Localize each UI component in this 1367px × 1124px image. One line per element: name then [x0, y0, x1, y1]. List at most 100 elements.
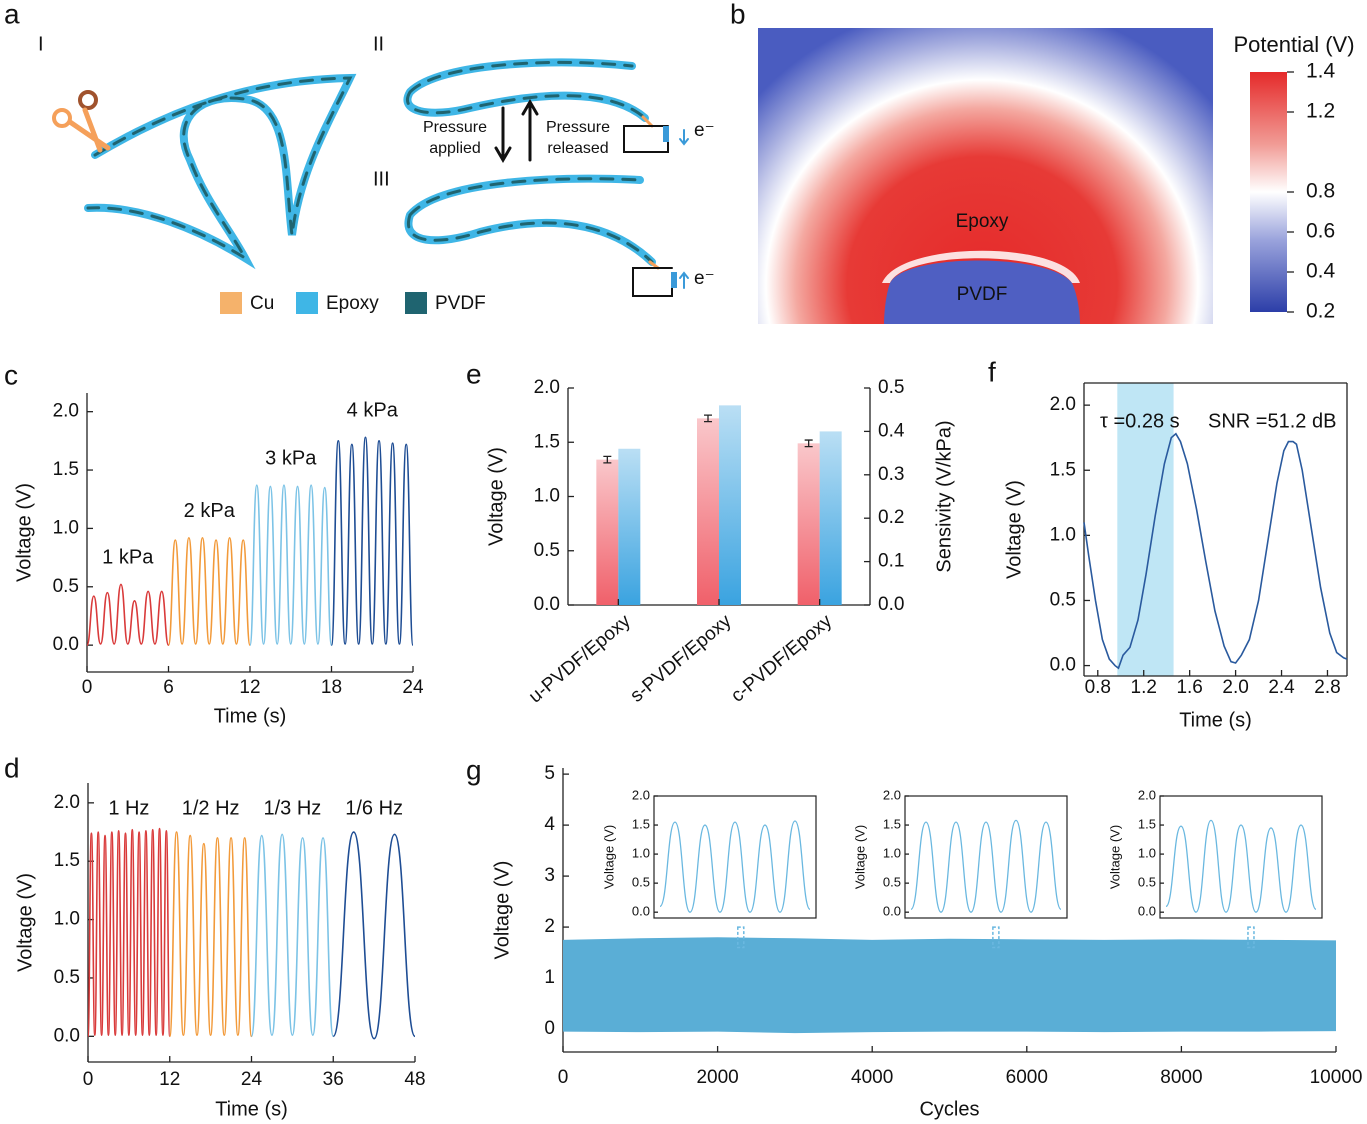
- pressure-arrow: [494, 106, 512, 163]
- y2-tick-label: 0.5: [878, 377, 904, 398]
- x-tick-label: 12: [159, 1069, 180, 1090]
- legend-swatch: [220, 292, 242, 314]
- y-axis-label: Voltage (V): [485, 447, 507, 546]
- inset-y-label: Voltage (V): [852, 825, 867, 889]
- stage-label: I: [38, 33, 44, 55]
- inset-y-tick-label: 0.0: [632, 904, 650, 919]
- panel-letter: c: [4, 359, 18, 390]
- fiber-twist: [406, 60, 647, 120]
- inset-frame: [1159, 795, 1323, 919]
- panel-letter: a: [4, 0, 20, 29]
- fiber-drawing: [52, 58, 689, 297]
- y-tick-label: 2.0: [534, 377, 560, 398]
- y2-tick-label: 0.3: [878, 464, 904, 485]
- y-axis-label: Voltage (V): [14, 873, 36, 972]
- colorbar-tick-label: 0.2: [1306, 300, 1335, 323]
- x-tick-label: 36: [323, 1069, 344, 1090]
- line: [330, 436, 414, 646]
- inset-marker: [737, 926, 745, 949]
- y-tick-label: 5: [544, 763, 555, 784]
- x-tick-label: 12: [239, 677, 260, 698]
- colorbar-ticks: 1.4 1.2 0.8 0.6 0.4 0.2: [1287, 60, 1336, 323]
- bar: [819, 431, 842, 605]
- series-label: 3 kPa: [265, 448, 317, 470]
- series-label: 1 kPa: [102, 547, 154, 569]
- y2-axis-label: Sensivity (V/kPa): [933, 420, 955, 572]
- y-tick-label: 0.0: [53, 634, 79, 655]
- fiber-twist: [406, 177, 654, 264]
- area: [563, 937, 1336, 1034]
- x-tick-label: 1.2: [1131, 677, 1157, 698]
- stage-label: III: [373, 168, 390, 190]
- scissors: [78, 90, 98, 110]
- region-label: PVDF: [957, 284, 1008, 305]
- y-axis-label: Voltage (V): [491, 861, 513, 960]
- series-label: 1/2 Hz: [182, 797, 240, 819]
- panel-letter: g: [466, 754, 482, 785]
- electron-label: e⁻: [694, 268, 715, 289]
- x-tick-label: 2.8: [1314, 677, 1340, 698]
- x-tick-label: 10000: [1310, 1067, 1363, 1088]
- circuit: [623, 125, 669, 153]
- x-tick-label: 6: [163, 677, 174, 698]
- electrode-block: [663, 126, 669, 142]
- inset-y-tick-label: 1.5: [1138, 816, 1156, 831]
- series-label: 2 kPa: [184, 500, 236, 522]
- x-tick-label: 4000: [851, 1067, 893, 1088]
- y-tick-label: 1.5: [534, 431, 560, 452]
- inset-marker: [1247, 926, 1255, 949]
- y-tick-label: 0.0: [54, 1025, 80, 1046]
- inset-y-tick-label: 0.5: [883, 875, 901, 890]
- colorbar-tick-label: 0.4: [1306, 260, 1336, 283]
- inset-y-tick-label: 2.0: [1138, 787, 1156, 802]
- panel-letter: d: [4, 752, 20, 783]
- colorbar-tick-label: 0.6: [1306, 220, 1335, 243]
- colorbar-tick-label: 1.2: [1306, 100, 1335, 123]
- y-tick-label: 3: [544, 865, 555, 886]
- legend-label: Cu: [250, 293, 274, 314]
- circuit: [632, 267, 673, 297]
- error-bar: [804, 439, 813, 448]
- region-label: Epoxy: [956, 211, 1009, 232]
- x-tick-label: u-PVDF/Epoxy: [525, 610, 635, 707]
- annotation: τ =0.28 s: [1100, 410, 1180, 432]
- x-tick-label: 48: [404, 1069, 425, 1090]
- y2-tick-label: 0.0: [878, 594, 904, 615]
- x-axis-label: Time (s): [214, 705, 287, 727]
- inset-y-label: Voltage (V): [1107, 825, 1122, 889]
- bar: [697, 418, 719, 605]
- legend-label: PVDF: [435, 293, 486, 314]
- line: [250, 833, 335, 1038]
- y-tick-label: 1: [544, 967, 555, 988]
- panel-letter: f: [988, 356, 996, 387]
- y-tick-label: 1.5: [54, 850, 80, 871]
- inset-line: [1165, 819, 1317, 913]
- inset-y-tick-label: 2.0: [632, 787, 650, 802]
- y-tick-label: 0.5: [54, 967, 80, 988]
- pressure-label: applied: [429, 140, 481, 157]
- stage-label: II: [373, 33, 384, 55]
- y-tick-label: 1.0: [54, 909, 80, 930]
- series-label: 1/6 Hz: [345, 797, 403, 819]
- y-tick-label: 0.0: [534, 594, 560, 615]
- inset-y-tick-label: 0.0: [883, 904, 901, 919]
- x-tick-label: 24: [402, 677, 424, 698]
- x-tick-label: 2.0: [1222, 677, 1248, 698]
- series-label: 1 Hz: [108, 797, 149, 819]
- electron-label: e⁻: [694, 120, 715, 141]
- inset-y-tick-label: 1.0: [632, 846, 650, 861]
- electron-arrow: [679, 129, 689, 146]
- pressure-arrow: [521, 99, 539, 162]
- pvdf-core: [884, 260, 1080, 324]
- inset-y-tick-label: 0.5: [1138, 875, 1156, 890]
- y-tick-label: 0.5: [1050, 589, 1076, 610]
- x-tick-label: 2.4: [1268, 677, 1295, 698]
- inset-y-label: Voltage (V): [601, 825, 616, 889]
- fiber-twist: [86, 76, 353, 263]
- x-tick-label: 0: [83, 1069, 94, 1090]
- line: [168, 831, 253, 1038]
- y-tick-label: 1.5: [1050, 459, 1076, 480]
- y2-tick-label: 0.2: [878, 507, 904, 528]
